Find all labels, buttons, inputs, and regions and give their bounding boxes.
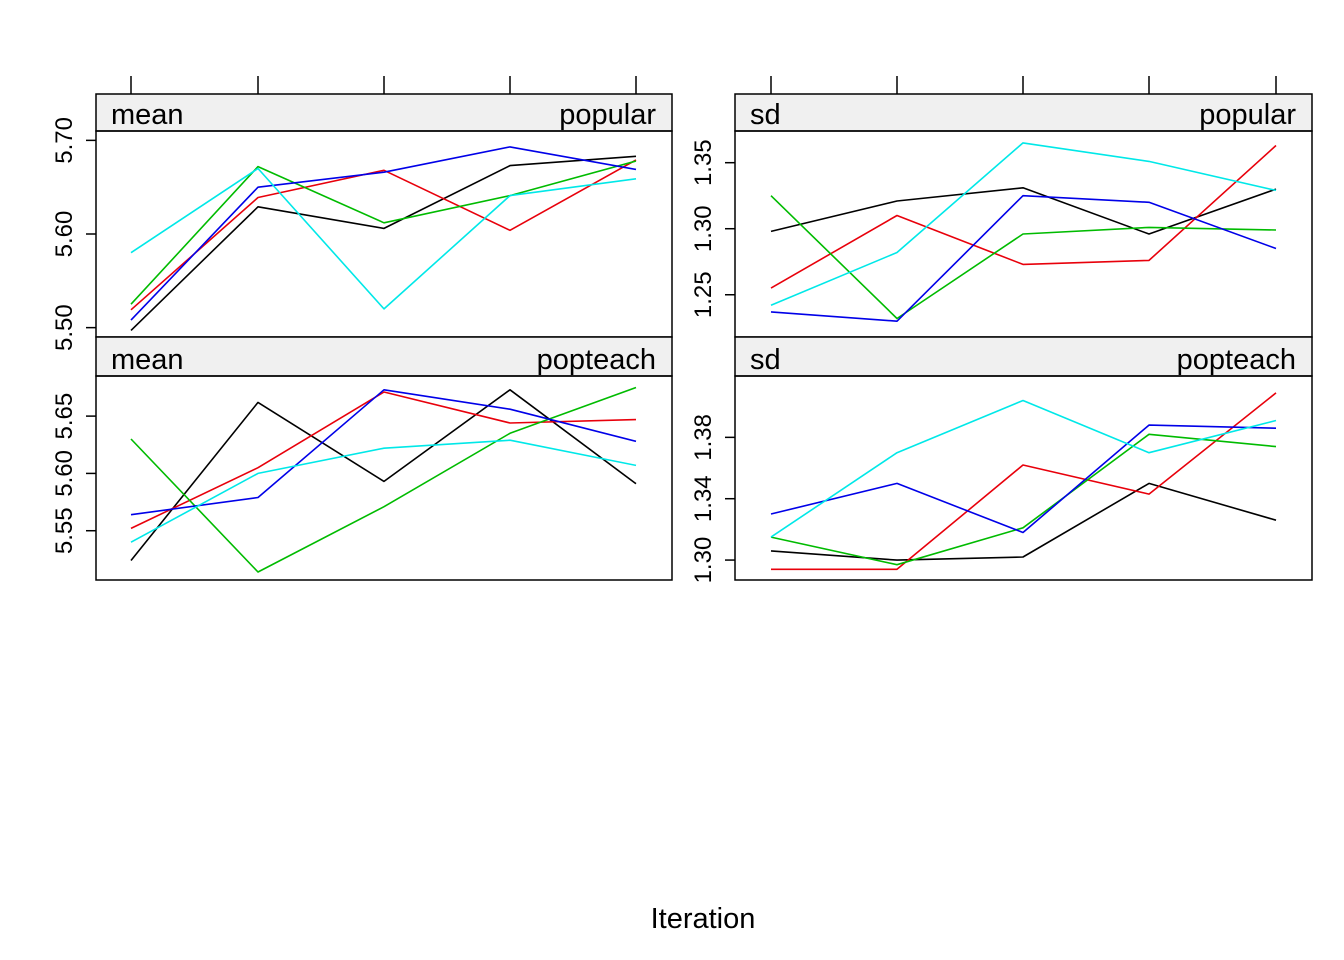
series-line-5 bbox=[130, 439, 637, 543]
strip-label-right: popteach bbox=[1177, 344, 1296, 376]
y-tick-label: 1.30 bbox=[690, 205, 717, 252]
panel-1: sd popular 1.25 1.30 1.35 bbox=[690, 76, 1313, 338]
series-line-3 bbox=[770, 433, 1277, 566]
series-line-2 bbox=[771, 392, 1277, 571]
series-line-1 bbox=[770, 482, 1277, 561]
strip-label-left: sd bbox=[750, 344, 781, 376]
strip-label-left: mean bbox=[111, 99, 184, 131]
panel-2: mean popteach 5.55 5.60 5.65 bbox=[51, 336, 673, 581]
strip-background bbox=[95, 336, 673, 377]
strip-background bbox=[95, 93, 673, 132]
series-line-3 bbox=[770, 195, 1277, 320]
y-tick-label: 5.55 bbox=[51, 507, 78, 554]
series-line-2 bbox=[770, 144, 1277, 289]
series-line-4 bbox=[130, 146, 637, 321]
panel-0: mean popular 5.50 5.60 5.70 bbox=[51, 76, 673, 351]
y-tick-label: 1.38 bbox=[690, 414, 717, 461]
series-line-5 bbox=[770, 399, 1277, 538]
plot-frame bbox=[95, 375, 673, 581]
y-tick-label: 1.34 bbox=[690, 475, 717, 522]
series-line-4 bbox=[770, 424, 1277, 534]
strip-label-right: popteach bbox=[537, 344, 656, 376]
series-line-5 bbox=[130, 167, 637, 310]
plot-frame bbox=[95, 130, 673, 338]
series-line-4 bbox=[770, 194, 1277, 323]
series-line-1 bbox=[130, 155, 637, 331]
series-line-3 bbox=[130, 160, 637, 305]
y-tick-label: 5.60 bbox=[51, 450, 78, 497]
series-line-2 bbox=[130, 159, 637, 311]
series-line-3 bbox=[130, 386, 637, 573]
strip-label-right: popular bbox=[1199, 99, 1296, 131]
panels-layer: mean popular 5.50 5.60 5.70 sd popular 1.25 1.30… bbox=[51, 76, 1313, 584]
y-tick-label: 5.70 bbox=[51, 117, 78, 164]
y-tick-label: 5.60 bbox=[51, 211, 78, 258]
series-line-4 bbox=[130, 388, 637, 516]
y-tick-label: 5.50 bbox=[51, 304, 78, 351]
y-tick-label: 1.30 bbox=[690, 537, 717, 584]
panel-3: sd popteach 1.30 1.34 1.38 bbox=[690, 336, 1313, 584]
x-axis-label: Iteration bbox=[651, 903, 756, 935]
y-tick-label: 5.65 bbox=[51, 393, 78, 440]
strip-label-left: sd bbox=[750, 99, 781, 131]
strip-label-left: mean bbox=[111, 344, 184, 376]
strip-background bbox=[734, 93, 1313, 132]
series-line-1 bbox=[770, 187, 1277, 235]
series-line-2 bbox=[130, 391, 637, 530]
plot-frame bbox=[734, 375, 1313, 581]
strip-label-right: popular bbox=[559, 99, 656, 131]
y-tick-label: 1.35 bbox=[690, 139, 717, 186]
y-tick-label: 1.25 bbox=[690, 271, 717, 318]
series-line-5 bbox=[770, 142, 1277, 307]
